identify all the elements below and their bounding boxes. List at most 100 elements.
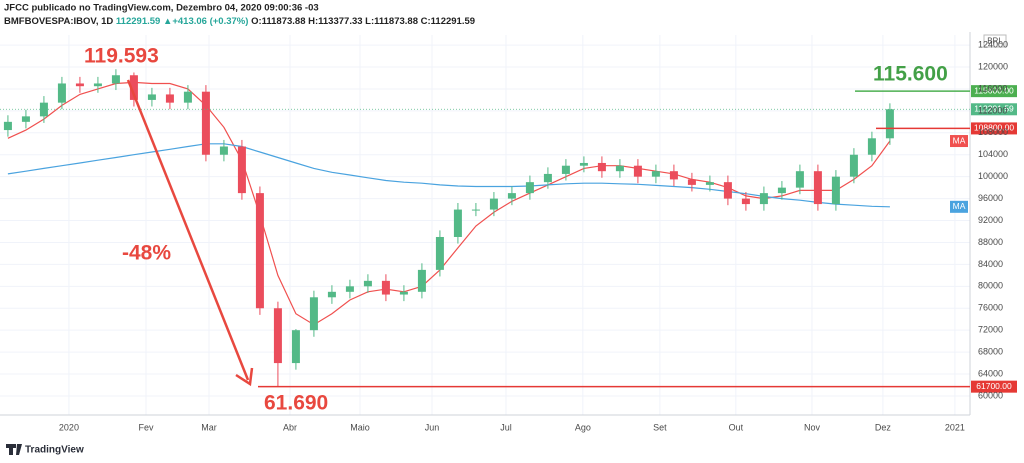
y-tick-label: 96000 bbox=[978, 193, 1003, 203]
price-tag-label: 108800.00 bbox=[974, 123, 1014, 133]
candle-body bbox=[777, 187, 786, 194]
candle-body bbox=[165, 94, 174, 103]
y-tick-label: 60000 bbox=[978, 390, 1003, 400]
candle-body bbox=[543, 173, 552, 183]
candle-body bbox=[813, 171, 822, 205]
price-tag bbox=[971, 122, 1017, 135]
y-tick-label: 124000 bbox=[978, 39, 1008, 49]
price-tag bbox=[971, 85, 1017, 98]
candle-body bbox=[435, 236, 444, 270]
candle-body bbox=[147, 94, 156, 100]
candle-body bbox=[723, 182, 732, 199]
symbol: BMFBOVESPA:IBOV, 1D bbox=[4, 16, 113, 27]
price-tag bbox=[971, 380, 1017, 393]
candle-body bbox=[3, 121, 12, 131]
candle-body bbox=[183, 91, 192, 103]
ma-tag bbox=[950, 200, 968, 213]
candle-body bbox=[273, 308, 282, 364]
annotation: 119.593 bbox=[84, 45, 159, 68]
candle-body bbox=[885, 109, 894, 139]
y-tick-label: 80000 bbox=[978, 281, 1003, 291]
y-tick-label: 104000 bbox=[978, 149, 1008, 159]
y-tick-label: 64000 bbox=[978, 368, 1003, 378]
candle-body bbox=[21, 116, 30, 122]
x-tick-label: Out bbox=[729, 422, 744, 432]
x-tick-label: Nov bbox=[804, 422, 821, 432]
x-tick-label: Jul bbox=[500, 422, 512, 432]
plot: MA MA 115600.00 108800.00 61700.00 112291.59 bbox=[0, 69, 1017, 393]
y-tick-label: 68000 bbox=[978, 346, 1003, 356]
candle-body bbox=[471, 209, 480, 211]
candle-body bbox=[291, 330, 300, 364]
candle-body bbox=[453, 209, 462, 237]
candle-body bbox=[201, 91, 210, 155]
price-tag bbox=[971, 103, 1017, 116]
price-tag-label: 61700.00 bbox=[976, 381, 1012, 391]
x-tick-label: Fev bbox=[138, 422, 154, 432]
moving-average bbox=[7, 81, 891, 326]
ma-tag-label: MA bbox=[953, 135, 966, 145]
candle-body bbox=[759, 193, 768, 205]
ma-tag bbox=[950, 135, 968, 148]
logo bbox=[6, 444, 22, 455]
candle-body bbox=[219, 146, 228, 155]
candle-body bbox=[615, 165, 624, 172]
candle-body bbox=[561, 165, 570, 174]
y-tick-label: 92000 bbox=[978, 215, 1003, 225]
candle-body bbox=[309, 297, 318, 331]
candle-body bbox=[579, 162, 588, 166]
grid bbox=[0, 35, 970, 415]
x-tick-label: Abr bbox=[283, 422, 297, 432]
candle-body bbox=[345, 286, 354, 292]
candle-body bbox=[687, 179, 696, 185]
header-symbol: BMFBOVESPA:IBOV, 1D 112291.59 ▲+413.06 (… bbox=[4, 16, 475, 27]
annotation: 115.600 bbox=[873, 63, 948, 86]
candle-body bbox=[669, 171, 678, 180]
x-tick-label: Dez bbox=[875, 422, 892, 432]
candle-body bbox=[597, 162, 606, 172]
candle-body bbox=[633, 165, 642, 177]
y-tick-label: 108000 bbox=[978, 127, 1008, 137]
candle-body bbox=[237, 146, 246, 194]
y-tick-label: 72000 bbox=[978, 325, 1003, 335]
last: 112291.59 bbox=[116, 16, 160, 27]
candle-body bbox=[507, 193, 516, 199]
candle-body bbox=[525, 182, 534, 194]
ohlc: O:111873.88 H:113377.33 L:111873.88 C:11… bbox=[251, 16, 475, 27]
y-tick-label: 100000 bbox=[978, 171, 1008, 181]
y-tick-label: 84000 bbox=[978, 259, 1003, 269]
annotation: -48% bbox=[122, 242, 171, 265]
x-tick-label: Maio bbox=[350, 422, 370, 432]
arrow-head bbox=[235, 367, 254, 387]
candle-body bbox=[399, 291, 408, 295]
y-tick-label: 120000 bbox=[978, 61, 1008, 71]
candle-body bbox=[111, 75, 120, 84]
candle-body bbox=[129, 75, 138, 100]
currency-box bbox=[983, 34, 1007, 48]
candle-body bbox=[57, 83, 66, 103]
candle-body bbox=[417, 269, 426, 292]
candle-body bbox=[75, 83, 84, 87]
candle-body bbox=[489, 198, 498, 210]
candle-body bbox=[39, 102, 48, 117]
x-tick-label: Mar bbox=[201, 422, 217, 432]
x-tick-label: Set bbox=[653, 422, 667, 432]
candle-body bbox=[381, 280, 390, 295]
header-line: JFCC publicado no TradingView.com, Dezem… bbox=[4, 3, 319, 14]
y-tick-label: 112000 bbox=[978, 105, 1007, 115]
arrow bbox=[126, 79, 250, 381]
y-tick-label: 76000 bbox=[978, 303, 1003, 313]
change: ▲+413.06 (+0.37%) bbox=[163, 16, 248, 27]
moving-average bbox=[7, 143, 890, 208]
annotation: 61.690 bbox=[264, 392, 328, 415]
ma-tag-label: MA bbox=[953, 201, 966, 211]
y-tick-label: 116000 bbox=[978, 83, 1007, 93]
candle-body bbox=[327, 291, 336, 298]
candle-body bbox=[831, 176, 840, 205]
brand: TradingView bbox=[25, 445, 84, 456]
candle-body bbox=[255, 193, 264, 309]
candle-body bbox=[849, 154, 858, 177]
candle-body bbox=[867, 138, 876, 155]
